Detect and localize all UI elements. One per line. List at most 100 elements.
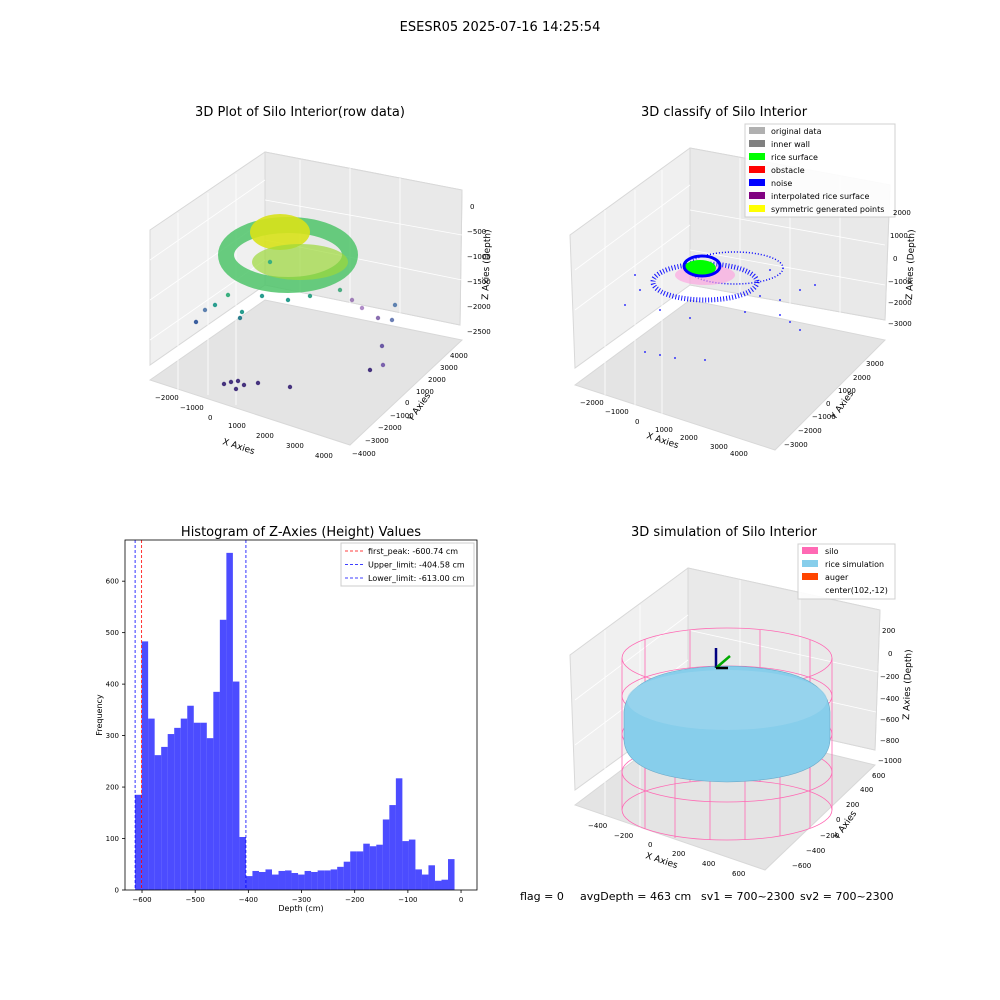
classify-noise-ring-outer bbox=[686, 251, 784, 285]
classify-yticks: 3000 2000 1000 0 −1000 −2000 −3000 bbox=[784, 360, 884, 449]
svg-text:1000: 1000 bbox=[655, 426, 673, 434]
panel-classify-3d[interactable]: 3D classify of Silo Interior original da bbox=[569, 105, 917, 458]
svg-text:−600: −600 bbox=[792, 862, 811, 870]
histogram-bar bbox=[434, 880, 442, 890]
classify-legend-swatch bbox=[749, 127, 765, 134]
histogram-title: Histogram of Z-Axies (Height) Values bbox=[181, 525, 421, 540]
svg-text:−200: −200 bbox=[614, 832, 633, 840]
raw-zticks: 0 −500 −1000 −1500 −2000 −2500 bbox=[467, 203, 491, 336]
svg-text:4000: 4000 bbox=[315, 452, 333, 460]
sim-legend: silo rice simulation auger center(102,-12) bbox=[797, 543, 896, 600]
histogram-ytick-label: 500 bbox=[106, 629, 119, 637]
svg-text:−400: −400 bbox=[806, 847, 825, 855]
sim-rice-surface-top bbox=[627, 670, 827, 730]
panel-raw-title: 3D Plot of Silo Interior(row data) bbox=[195, 105, 405, 120]
svg-text:−200: −200 bbox=[820, 832, 839, 840]
panel-classify-title: 3D classify of Silo Interior bbox=[641, 105, 808, 120]
svg-text:4000: 4000 bbox=[450, 352, 468, 360]
svg-text:−4000: −4000 bbox=[352, 450, 376, 458]
histogram-bar bbox=[376, 844, 383, 890]
classify-legend-swatch bbox=[749, 166, 765, 173]
svg-text:4000: 4000 bbox=[730, 450, 748, 458]
svg-text:−2000: −2000 bbox=[888, 299, 912, 307]
classify-legend: original data inner wall rice surface obsta… bbox=[744, 123, 896, 218]
classify-zticks: 2000 1000 0 −1000 −2000 −3000 bbox=[888, 209, 912, 328]
svg-text:−3000: −3000 bbox=[365, 437, 389, 445]
classify-xlabel: X Axies bbox=[645, 431, 680, 451]
svg-text:−400: −400 bbox=[880, 695, 899, 703]
panel-simulation-3d[interactable]: 3D simulation of Silo Interior bbox=[569, 525, 914, 878]
svg-text:−2000: −2000 bbox=[798, 427, 822, 435]
raw-xlabel: X Axies bbox=[221, 437, 256, 457]
histogram-bar bbox=[271, 874, 279, 890]
classify-legend-label: obstacle bbox=[771, 166, 805, 175]
panel-raw-3d[interactable]: 3D Plot of Silo Interior(row data) bbox=[148, 105, 493, 460]
sim-legend-label: silo bbox=[825, 547, 839, 556]
histogram-bar bbox=[239, 836, 246, 890]
svg-text:0: 0 bbox=[648, 841, 652, 849]
histogram-bar bbox=[226, 552, 233, 890]
svg-text:−200: −200 bbox=[880, 673, 899, 681]
histogram-bar bbox=[135, 794, 142, 890]
histogram-bar bbox=[141, 641, 149, 890]
status-avg-depth: avgDepth = 463 cm bbox=[580, 890, 691, 903]
histogram-bar bbox=[291, 873, 299, 890]
svg-text:0: 0 bbox=[470, 203, 474, 211]
classify-legend-swatch bbox=[749, 140, 765, 147]
svg-text:0: 0 bbox=[888, 650, 892, 658]
svg-text:−2000: −2000 bbox=[155, 394, 179, 402]
histogram-bar bbox=[382, 819, 390, 890]
svg-text:3000: 3000 bbox=[286, 442, 304, 450]
svg-text:1000: 1000 bbox=[838, 387, 856, 395]
svg-text:−800: −800 bbox=[880, 737, 899, 745]
raw-cloud-mid bbox=[252, 244, 348, 280]
classify-zlabel: Z Axies (Depth) bbox=[905, 229, 917, 300]
histogram-legend-label: Upper_limit: -404.58 cm bbox=[368, 561, 465, 570]
panel-histogram[interactable]: Histogram of Z-Axies (Height) Values −60… bbox=[95, 525, 478, 913]
classify-legend-label: interpolated rice surface bbox=[771, 192, 869, 201]
svg-text:−1000: −1000 bbox=[390, 412, 414, 420]
histogram-ytick-label: 400 bbox=[106, 681, 119, 689]
svg-text:0: 0 bbox=[208, 414, 212, 422]
sim-zticks: 200 0 −200 −400 −600 −800 −1000 bbox=[878, 627, 902, 765]
svg-text:−2000: −2000 bbox=[378, 424, 402, 432]
svg-text:0: 0 bbox=[826, 400, 830, 408]
status-line: flag = 0 avgDepth = 463 cm sv1 = 700~230… bbox=[520, 890, 894, 903]
histogram-ytick-label: 600 bbox=[106, 578, 119, 586]
histogram-bar bbox=[330, 869, 338, 890]
classify-legend-label: rice surface bbox=[771, 153, 818, 162]
classify-legend-swatch bbox=[749, 153, 765, 160]
svg-text:−2000: −2000 bbox=[580, 399, 604, 407]
histogram-bar bbox=[298, 874, 305, 890]
histogram-ytick-label: 100 bbox=[106, 835, 119, 843]
svg-text:600: 600 bbox=[872, 772, 885, 780]
histogram-bar bbox=[187, 705, 194, 890]
svg-text:200: 200 bbox=[882, 627, 895, 635]
classify-legend-label: symmetric generated points bbox=[771, 205, 884, 214]
histogram-bar bbox=[421, 874, 429, 890]
classify-legend-label: inner wall bbox=[771, 140, 810, 149]
figure-suptitle: ESESR05 2025-07-16 14:25:54 bbox=[400, 20, 601, 35]
svg-text:−1000: −1000 bbox=[878, 757, 902, 765]
svg-text:0: 0 bbox=[893, 255, 897, 263]
svg-text:2000: 2000 bbox=[428, 376, 446, 384]
histogram-bar bbox=[408, 839, 416, 890]
histogram-vlines bbox=[134, 540, 247, 890]
raw-zlabel: Z Axies (Depth) bbox=[481, 229, 493, 300]
histogram-xlabel: Depth (cm) bbox=[278, 904, 323, 913]
histogram-legend-label: first_peak: -600.74 cm bbox=[368, 547, 458, 556]
sim-legend-swatch bbox=[802, 547, 818, 554]
histogram-xtick-label: 0 bbox=[459, 896, 463, 904]
histogram-bar bbox=[441, 879, 449, 890]
histogram-ytick-label: 200 bbox=[106, 784, 119, 792]
svg-text:400: 400 bbox=[860, 786, 873, 794]
histogram-bar bbox=[193, 722, 201, 890]
sim-center-marker bbox=[714, 648, 731, 670]
svg-text:−2000: −2000 bbox=[467, 303, 491, 311]
histogram-bar bbox=[245, 876, 253, 890]
histogram-bar bbox=[428, 865, 435, 890]
histogram-ytick-label: 0 bbox=[115, 887, 119, 895]
histogram-xtick-label: −400 bbox=[239, 896, 258, 904]
svg-text:0: 0 bbox=[836, 816, 840, 824]
